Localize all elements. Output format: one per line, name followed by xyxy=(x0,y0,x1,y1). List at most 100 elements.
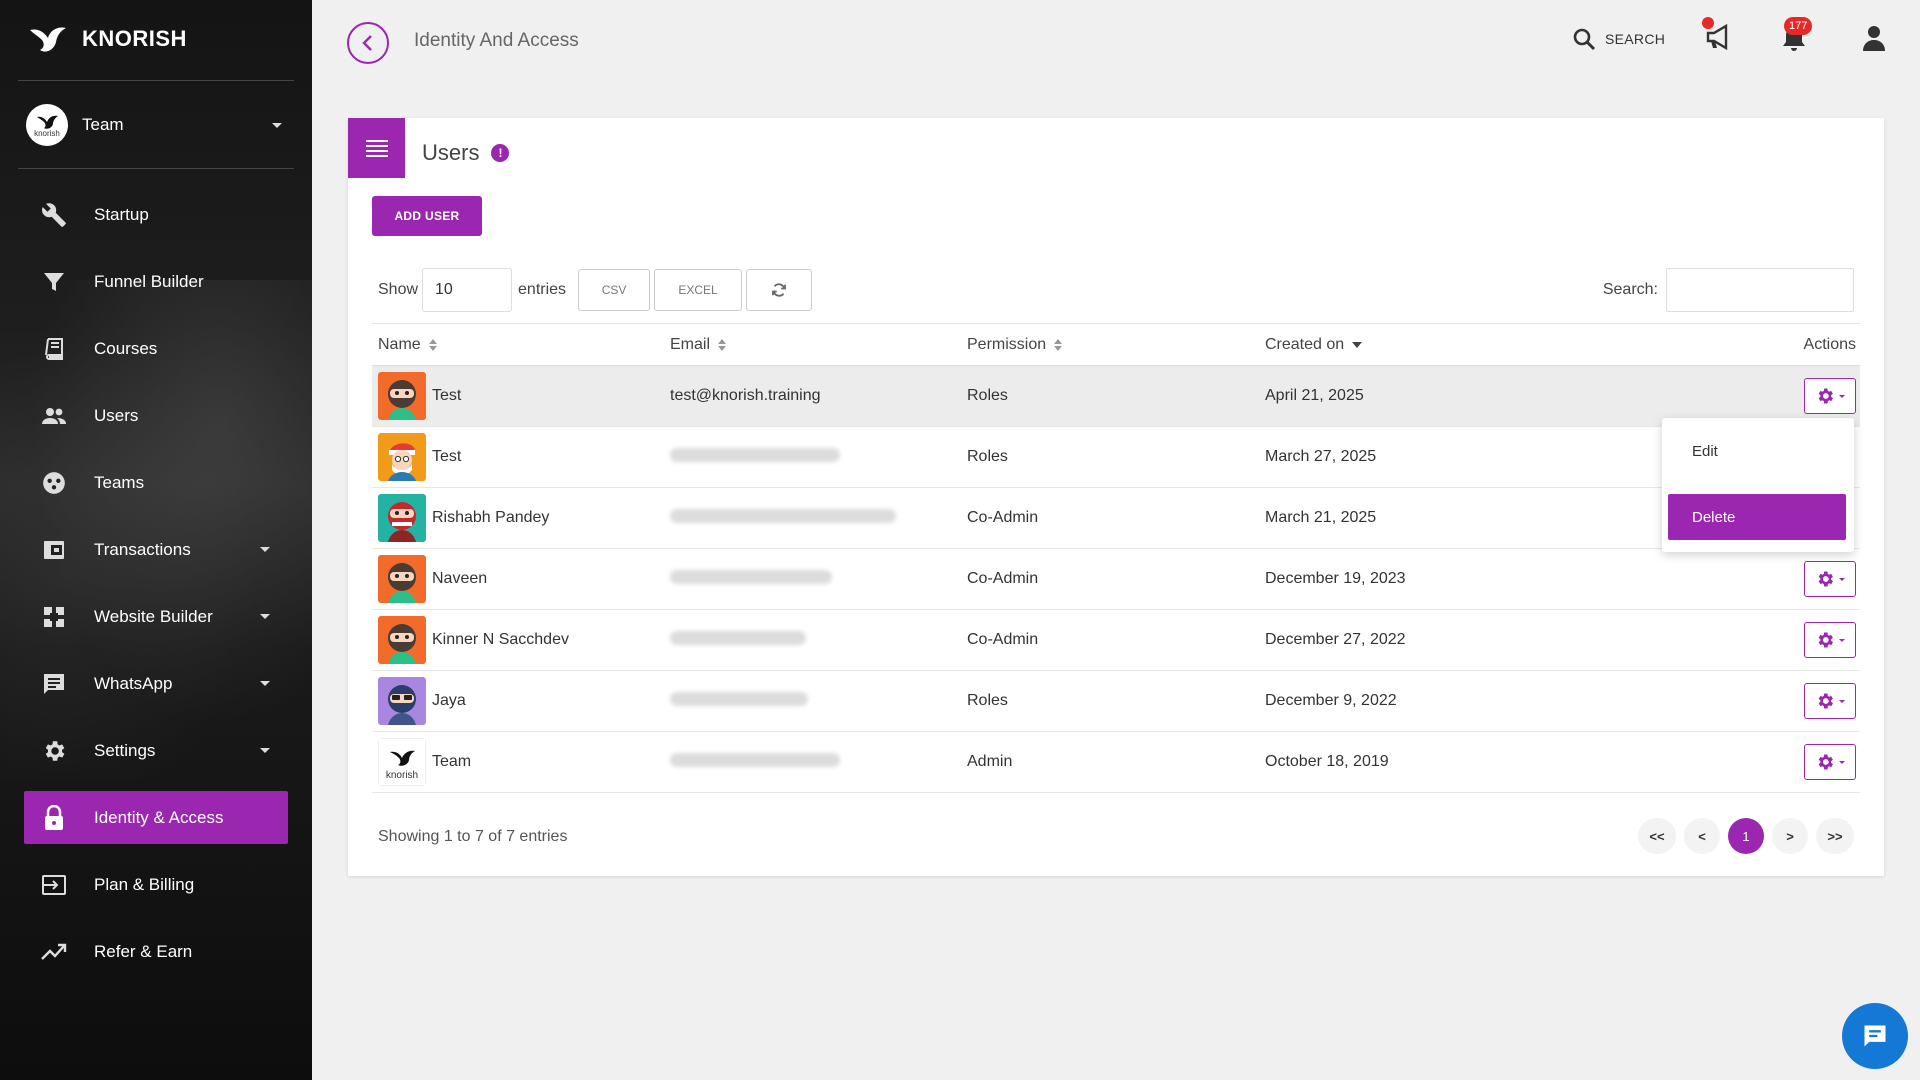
column-header-name[interactable]: Name xyxy=(372,336,670,354)
chevron-down-icon xyxy=(1839,577,1845,581)
sidebar: KNORISH knorish Team Startup Funnel Buil… xyxy=(0,0,312,1080)
sidebar-item-startup[interactable]: Startup xyxy=(24,188,288,241)
sidebar-item-plan-billing[interactable]: Plan & Billing xyxy=(24,858,288,911)
chevron-down-icon xyxy=(260,681,270,686)
team-avatar-text: knorish xyxy=(34,129,60,138)
page-last-button[interactable]: >> xyxy=(1816,818,1854,854)
brand[interactable]: KNORISH xyxy=(28,22,187,56)
notification-badge: 177 xyxy=(1784,17,1813,35)
sidebar-divider xyxy=(18,168,294,169)
page-title: Identity And Access xyxy=(414,30,579,51)
chat-launcher-button[interactable] xyxy=(1842,1003,1908,1069)
email-cell-hidden xyxy=(670,752,967,772)
column-header-created[interactable]: Created on xyxy=(1265,336,1665,354)
page-prev-button[interactable]: < xyxy=(1684,818,1720,854)
sidebar-nav: Startup Funnel Builder Courses Users Tea… xyxy=(24,188,288,992)
blurred-email xyxy=(670,569,832,584)
created-cell: October 18, 2019 xyxy=(1265,753,1389,770)
edit-menu-item[interactable]: Edit xyxy=(1692,442,1718,460)
table-row[interactable]: Test test@knorish.training Roles April 2… xyxy=(372,366,1860,427)
column-header-actions: Actions xyxy=(1665,336,1860,354)
ninja-avatar-icon xyxy=(378,555,426,603)
card-header-icon xyxy=(348,118,405,178)
announcement-dot xyxy=(1702,17,1714,29)
chevron-down-icon xyxy=(260,547,270,552)
sidebar-item-label: Startup xyxy=(94,204,149,224)
user-name: Naveen xyxy=(432,570,488,587)
ninja-avatar-icon xyxy=(378,372,426,420)
table-row[interactable]: Jaya Roles December 9, 2022 xyxy=(372,671,1860,732)
info-badge-icon[interactable]: ! xyxy=(491,144,510,162)
column-header-permission[interactable]: Permission xyxy=(967,336,1265,354)
sidebar-item-label: Identity & Access xyxy=(94,807,224,827)
table-row[interactable]: Naveen Co-Admin December 19, 2023 xyxy=(372,549,1860,610)
sidebar-item-label: Teams xyxy=(94,472,145,492)
back-button[interactable] xyxy=(347,22,389,64)
gear-icon xyxy=(1818,754,1833,770)
search-icon xyxy=(1573,28,1596,51)
sidebar-item-transactions[interactable]: Transactions xyxy=(24,523,288,576)
sidebar-item-users[interactable]: Users xyxy=(24,389,288,442)
created-cell: December 27, 2022 xyxy=(1265,631,1406,648)
book-icon xyxy=(40,335,68,363)
sort-icon xyxy=(718,338,727,351)
sidebar-divider xyxy=(18,80,294,81)
csv-button[interactable]: CSV xyxy=(578,269,651,311)
sidebar-item-courses[interactable]: Courses xyxy=(24,322,288,375)
sidebar-item-label: Website Builder xyxy=(94,606,213,626)
refresh-button[interactable] xyxy=(746,269,813,311)
row-actions-button[interactable] xyxy=(1804,744,1856,780)
sidebar-item-website-builder[interactable]: Website Builder xyxy=(24,590,288,643)
blurred-email xyxy=(670,752,840,767)
excel-button[interactable]: EXCEL xyxy=(654,269,743,311)
website-icon xyxy=(40,603,68,631)
page-first-button[interactable]: << xyxy=(1638,818,1676,854)
entries-input[interactable] xyxy=(422,268,513,312)
sidebar-item-settings[interactable]: Settings xyxy=(24,724,288,777)
user-profile-icon[interactable] xyxy=(1860,24,1888,52)
permission-cell: Co-Admin xyxy=(967,631,1039,648)
sidebar-item-whatsapp[interactable]: WhatsApp xyxy=(24,657,288,710)
row-actions-button[interactable] xyxy=(1804,561,1856,597)
svg-text:knorish: knorish xyxy=(386,770,418,781)
global-search-button[interactable]: SEARCH xyxy=(1572,27,1665,51)
users-card: Users ! ADD USER Show entries CSV EXCEL … xyxy=(348,118,1884,876)
table-controls: Show entries CSV EXCEL xyxy=(378,268,813,312)
sidebar-item-identity-access[interactable]: Identity & Access xyxy=(24,791,288,844)
table-row[interactable]: knorish Team Admin October 18, 2019 xyxy=(372,732,1860,793)
name-cell: Jaya xyxy=(372,677,670,725)
sidebar-item-label: Settings xyxy=(94,740,156,760)
row-actions-button[interactable] xyxy=(1804,622,1856,658)
page-current-button[interactable]: 1 xyxy=(1728,818,1764,854)
table-row[interactable]: Rishabh Pandey Co-Admin March 21, 2025 xyxy=(372,488,1860,549)
page-next-button[interactable]: > xyxy=(1772,818,1808,854)
name-cell: knorish Team xyxy=(372,738,670,786)
chevron-down-icon xyxy=(260,614,270,619)
top-bar: Identity And Access SEARCH 177 xyxy=(312,0,1920,84)
ninja-avatar-icon xyxy=(378,677,426,725)
permission-cell: Admin xyxy=(967,753,1013,770)
table-search-input[interactable] xyxy=(1666,268,1854,312)
row-actions-button[interactable] xyxy=(1804,683,1856,719)
created-cell: March 27, 2025 xyxy=(1265,448,1377,465)
email-cell-hidden xyxy=(670,630,967,650)
team-switcher[interactable]: knorish Team xyxy=(26,104,282,146)
row-actions-button[interactable] xyxy=(1804,378,1856,414)
gear-icon xyxy=(1818,571,1833,587)
email-cell: test@knorish.training xyxy=(670,387,821,404)
sort-icon xyxy=(428,338,437,351)
gear-icon xyxy=(1818,632,1833,648)
users-icon xyxy=(40,402,68,430)
add-user-button[interactable]: ADD USER xyxy=(372,196,482,236)
megaphone-icon[interactable] xyxy=(1704,22,1734,52)
column-header-email[interactable]: Email xyxy=(670,336,967,354)
show-label: Show xyxy=(378,281,419,298)
sidebar-item-funnel-builder[interactable]: Funnel Builder xyxy=(24,255,288,308)
name-cell: Naveen xyxy=(372,555,670,603)
delete-menu-item[interactable]: Delete xyxy=(1668,494,1846,540)
table-row[interactable]: Kinner N Sacchdev Co-Admin December 27, … xyxy=(372,610,1860,671)
table-row[interactable]: Test Roles March 27, 2025 xyxy=(372,427,1860,488)
transactions-icon xyxy=(40,536,68,564)
sidebar-item-teams[interactable]: Teams xyxy=(24,456,288,509)
sidebar-item-refer-earn[interactable]: Refer & Earn xyxy=(24,925,288,978)
